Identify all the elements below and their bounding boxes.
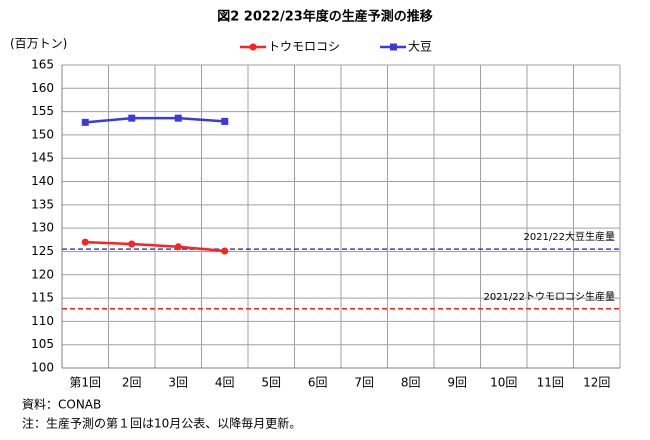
- y-tick-label: 100: [31, 361, 54, 375]
- x-tick-label: 11回: [537, 376, 564, 390]
- x-tick-label: 2回: [122, 376, 142, 390]
- y-axis-label: (百万トン): [10, 37, 67, 51]
- chart-title: 図2 2022/23年度の生産予測の推移: [217, 9, 433, 25]
- point: [221, 247, 229, 255]
- y-tick-label: 110: [31, 314, 54, 328]
- series-line: [85, 240, 225, 253]
- point: [128, 114, 136, 122]
- y-tick-label: 125: [31, 244, 54, 258]
- legend-marker: [390, 43, 397, 51]
- y-tick-label: 145: [31, 151, 54, 165]
- legend-label: トウモロコシ: [268, 40, 340, 54]
- y-tick-label: 165: [31, 58, 54, 72]
- point: [81, 238, 89, 246]
- point: [128, 240, 136, 248]
- y-tick-label: 105: [31, 337, 54, 351]
- reference-label: 2021/22トウモロコシ生産量: [483, 290, 615, 303]
- x-tick-label: 4回: [215, 376, 235, 390]
- y-tick-label: 135: [31, 197, 54, 211]
- y-tick-label: 155: [31, 104, 54, 118]
- legend-label: 大豆: [408, 40, 432, 54]
- reference-label: 2021/22大豆生産量: [523, 230, 615, 243]
- series-line: [85, 116, 225, 124]
- point: [174, 243, 182, 251]
- point: [221, 117, 229, 125]
- point: [174, 114, 182, 122]
- x-tick-label: 8回: [401, 376, 421, 390]
- y-tick-label: 140: [31, 174, 54, 188]
- y-tick-label: 130: [31, 221, 54, 235]
- legend-marker: [249, 43, 257, 51]
- note: 資料：CONAB: [22, 398, 101, 412]
- x-tick-label: 5回: [261, 376, 281, 390]
- note: 注：生産予測の第１回は10月公表、以降毎月更新。: [22, 416, 301, 431]
- y-tick-label: 160: [31, 81, 54, 95]
- x-tick-label: 3回: [168, 376, 188, 390]
- x-tick-label: 第1回: [69, 376, 101, 390]
- x-tick-label: 9回: [447, 376, 467, 390]
- point: [81, 118, 89, 126]
- x-tick-label: 12回: [583, 376, 610, 390]
- x-tick-label: 6回: [308, 376, 328, 390]
- x-tick-label: 7回: [354, 376, 374, 390]
- y-tick-label: 115: [31, 291, 54, 305]
- y-tick-label: 150: [31, 127, 54, 141]
- x-tick-label: 10回: [490, 376, 517, 390]
- y-tick-label: 120: [31, 267, 54, 281]
